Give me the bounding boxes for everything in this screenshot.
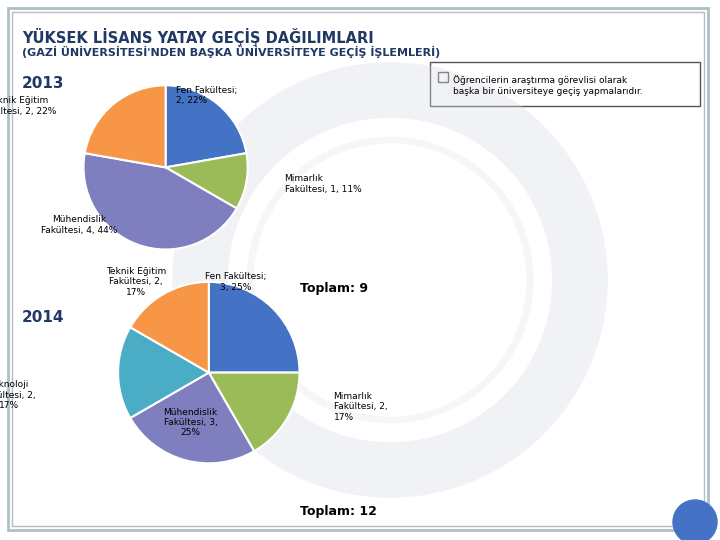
Text: Toplam: 12: Toplam: 12 bbox=[300, 505, 377, 518]
Text: Teknik Eğitim
Fakültesi, 2,
17%: Teknik Eğitim Fakültesi, 2, 17% bbox=[106, 267, 166, 297]
Text: Mühendislik
Fakültesi, 4, 44%: Mühendislik Fakültesi, 4, 44% bbox=[41, 215, 117, 234]
Wedge shape bbox=[84, 153, 237, 249]
Text: Mimarlık
Fakültesi, 2,
17%: Mimarlık Fakültesi, 2, 17% bbox=[333, 392, 387, 422]
Wedge shape bbox=[118, 327, 209, 418]
Wedge shape bbox=[130, 373, 254, 463]
Text: 2013: 2013 bbox=[22, 76, 65, 91]
Text: Öğrencilerin araştırma görevlisi olarak: Öğrencilerin araştırma görevlisi olarak bbox=[453, 75, 627, 85]
Wedge shape bbox=[209, 373, 300, 451]
FancyBboxPatch shape bbox=[438, 72, 448, 82]
Text: Teknik Eğitim
Fakültesi, 2, 22%: Teknik Eğitim Fakültesi, 2, 22% bbox=[0, 96, 56, 116]
Text: Toplam: 9: Toplam: 9 bbox=[300, 282, 368, 295]
FancyBboxPatch shape bbox=[430, 62, 700, 106]
Text: Fen Fakültesi;
3, 25%: Fen Fakültesi; 3, 25% bbox=[205, 272, 266, 292]
Text: Mühendislik
Fakültesi, 3,
25%: Mühendislik Fakültesi, 3, 25% bbox=[163, 408, 217, 437]
Text: (GAZİ ÜNİVERSİTESİ'NDEN BAŞKA ÜNİVERSİTEYE GEÇİŞ İŞLEMLERİ): (GAZİ ÜNİVERSİTESİ'NDEN BAŞKA ÜNİVERSİTE… bbox=[22, 46, 440, 58]
Wedge shape bbox=[85, 85, 166, 167]
Wedge shape bbox=[130, 282, 209, 373]
Wedge shape bbox=[209, 282, 300, 373]
Text: Teknoloji
Fakültesi, 2,
17%: Teknoloji Fakültesi, 2, 17% bbox=[0, 380, 36, 410]
Text: Mimarlık
Fakültesi, 1, 11%: Mimarlık Fakültesi, 1, 11% bbox=[284, 174, 361, 193]
Wedge shape bbox=[166, 85, 246, 167]
Wedge shape bbox=[166, 153, 248, 208]
Circle shape bbox=[673, 500, 717, 540]
Text: 20: 20 bbox=[686, 516, 703, 529]
Text: başka bir üniversiteye geçiş yapmalarıdır.: başka bir üniversiteye geçiş yapmalarıdı… bbox=[453, 87, 643, 96]
Text: YÜKSEK LİSANS YATAY GEÇİŞ DAĞILIMLARI: YÜKSEK LİSANS YATAY GEÇİŞ DAĞILIMLARI bbox=[22, 28, 374, 46]
Text: Fen Fakültesi;
2, 22%: Fen Fakültesi; 2, 22% bbox=[176, 86, 237, 105]
Text: 2014: 2014 bbox=[22, 310, 65, 325]
